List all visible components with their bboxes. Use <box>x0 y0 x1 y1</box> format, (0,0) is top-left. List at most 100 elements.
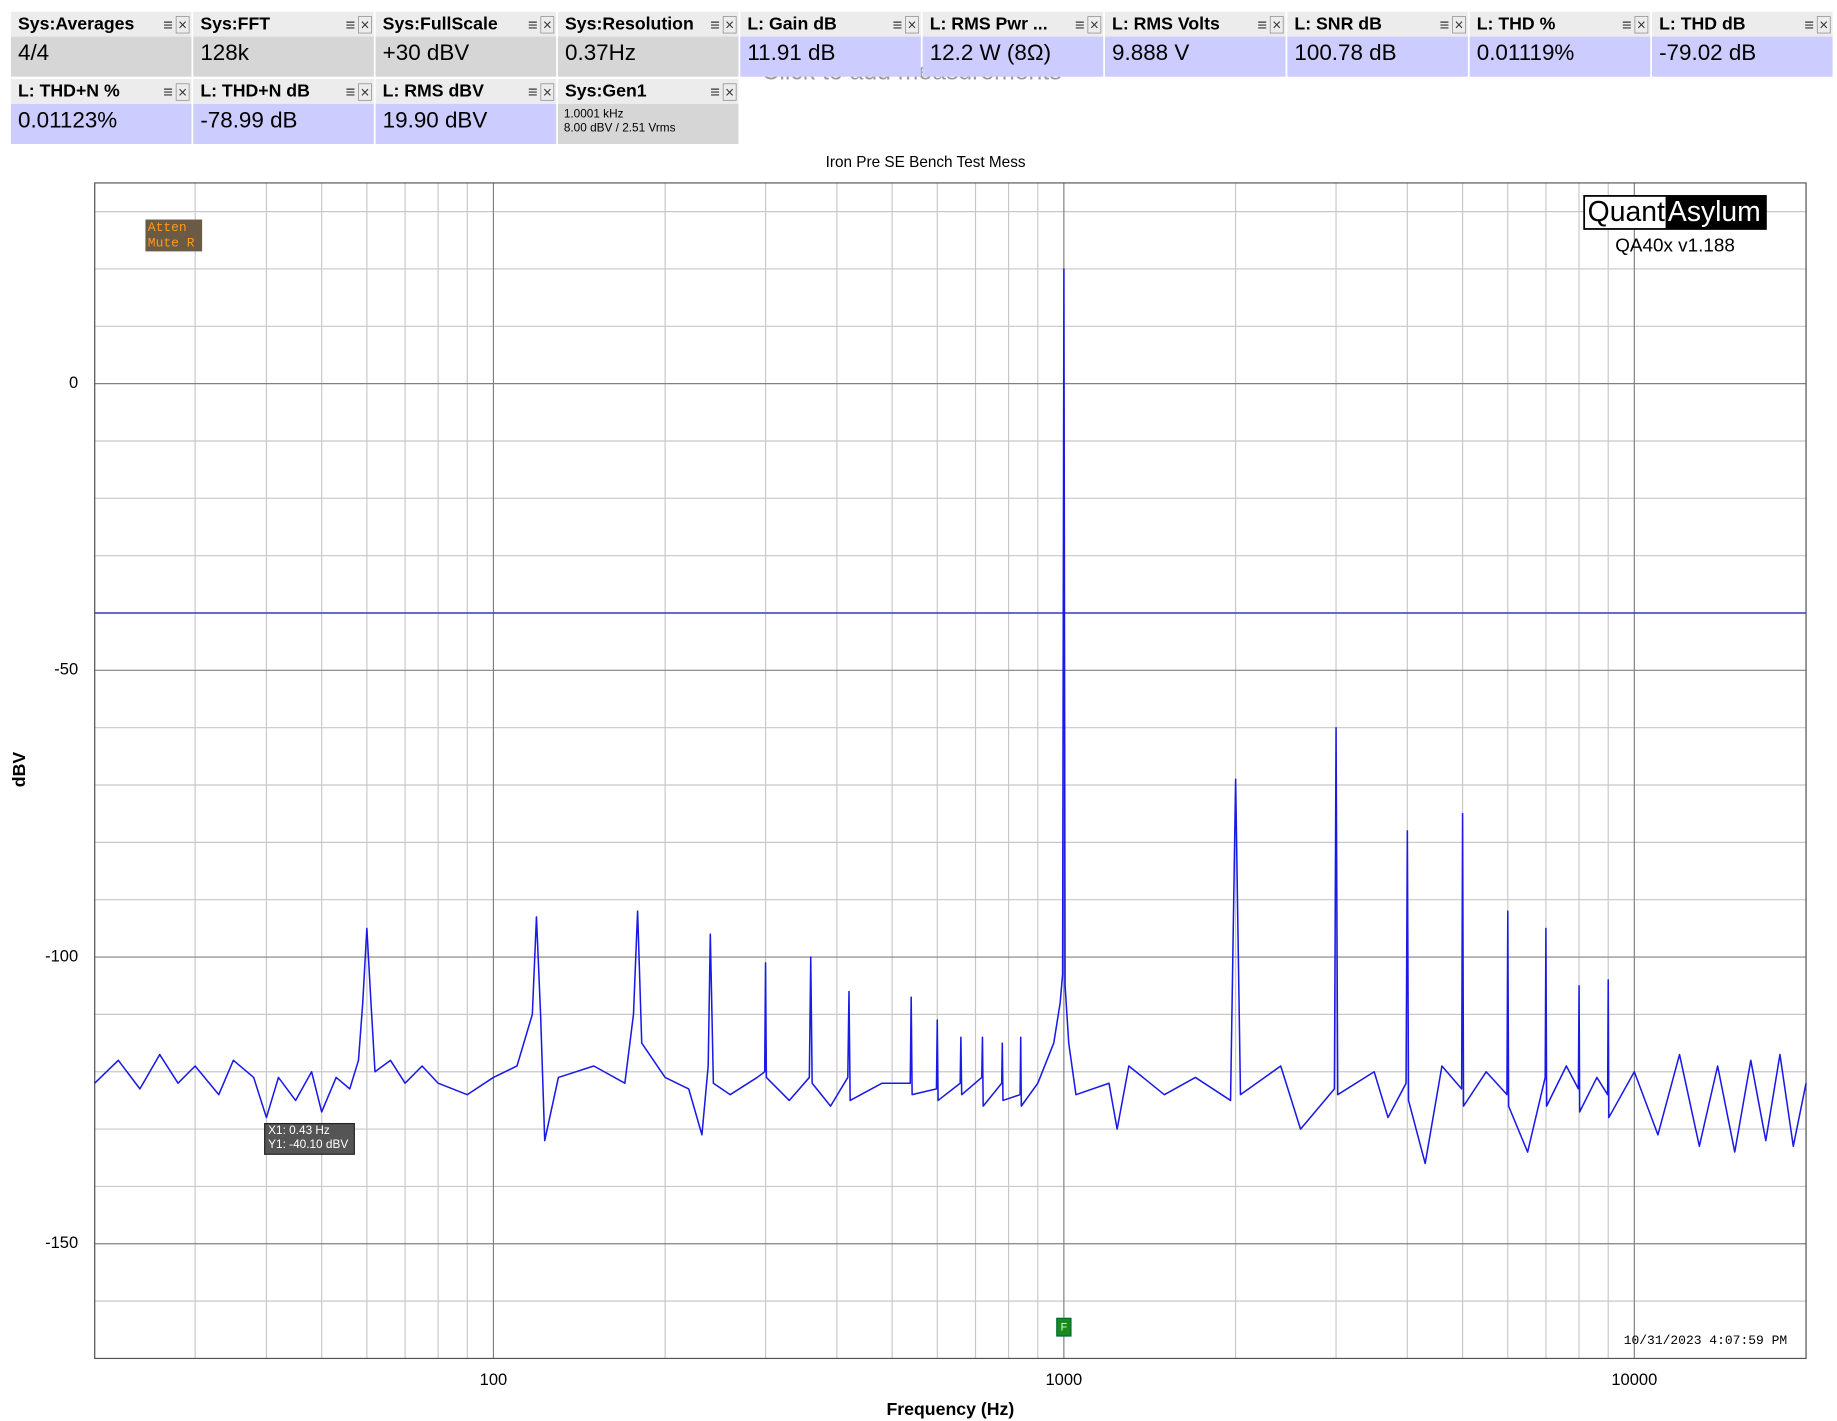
tile-header <box>740 11 921 37</box>
tile-title: Sys:Resolution <box>565 13 694 33</box>
tile-close[interactable] <box>722 83 737 101</box>
x-axis-label: Frequency (Hz) <box>886 1399 1014 1419</box>
chart: Iron Pre SE Bench Test Mess Frequency (H… <box>9 154 1807 1419</box>
tile-value: -78.99 dB <box>200 107 297 132</box>
measurement-tile[interactable]: L: Gain dB ≡ × 11.91 dB <box>740 11 921 77</box>
tile-value: 128k <box>200 40 249 65</box>
tile-header <box>1104 11 1286 37</box>
tile-close[interactable] <box>722 16 737 34</box>
tile-body <box>10 36 192 77</box>
tile-close-icon[interactable]: × <box>178 84 187 101</box>
tile-menu-icon[interactable]: ≡ <box>1804 15 1814 34</box>
tile-close[interactable] <box>1452 16 1466 34</box>
tile-close-icon[interactable]: × <box>725 17 734 34</box>
tile-close-icon[interactable]: × <box>908 17 917 34</box>
tile-title: L: THD dB <box>1659 13 1745 33</box>
x-tick-label: 10000 <box>1611 1370 1657 1389</box>
tile-close-icon[interactable]: × <box>360 84 369 101</box>
tile-close[interactable] <box>540 83 555 101</box>
tile-close[interactable] <box>540 16 555 34</box>
y-tick-label: -150 <box>45 1233 78 1252</box>
measurement-tile[interactable]: Sys:Resolution ≡ × 0.37Hz <box>557 11 739 77</box>
tile-close-icon[interactable]: × <box>1272 17 1281 34</box>
tile-body <box>1652 36 1833 77</box>
tile-title: L: Gain dB <box>747 13 836 33</box>
tile-value: 19.90 dBV <box>383 107 488 132</box>
tile-close[interactable] <box>1087 16 1102 34</box>
measurement-tile[interactable]: Sys:Averages ≡ × 4/4 <box>10 11 192 77</box>
chart-title: Iron Pre SE Bench Test Mess <box>826 154 1026 171</box>
tile-close[interactable] <box>175 16 190 34</box>
tile-close[interactable] <box>1634 16 1649 34</box>
tile-close-icon[interactable]: × <box>543 17 552 34</box>
cursor-box <box>264 1122 355 1155</box>
tile-close-icon[interactable]: × <box>360 17 369 34</box>
tile-close-icon[interactable]: × <box>725 84 734 101</box>
logo-left: Quant <box>1588 196 1665 228</box>
measurement-tile[interactable]: L: THD+N % ≡ × 0.01123% <box>10 79 192 144</box>
tile-menu-icon[interactable]: ≡ <box>345 83 355 102</box>
tile-menu-icon[interactable]: ≡ <box>1257 15 1267 34</box>
tile-close-icon[interactable]: × <box>1455 17 1464 34</box>
tile-close[interactable] <box>1816 16 1831 34</box>
measurement-tile[interactable]: L: RMS Pwr ... ≡ × 12.2 W (8Ω) <box>922 11 1104 77</box>
tile-menu-icon[interactable]: ≡ <box>163 15 173 34</box>
tile-title: L: SNR dB <box>1294 13 1381 33</box>
tile-menu-icon[interactable]: ≡ <box>163 83 173 102</box>
tile-menu-icon[interactable]: ≡ <box>345 15 355 34</box>
tile-value: +30 dBV <box>383 40 470 65</box>
frequency-marker[interactable] <box>1056 1317 1072 1337</box>
y-tick-label: 0 <box>69 373 78 392</box>
tile-body <box>557 36 739 77</box>
measurement-tile[interactable]: L: RMS dBV ≡ × 19.90 dBV <box>375 79 557 144</box>
tile-line: 8.00 dBV / 2.51 Vrms <box>564 121 676 135</box>
tile-close[interactable] <box>358 16 372 34</box>
tile-header <box>193 11 374 37</box>
tile-close[interactable] <box>905 16 919 34</box>
measurement-tile[interactable]: L: THD % ≡ × 0.01119% <box>1469 11 1651 77</box>
tile-menu-icon[interactable]: ≡ <box>710 15 720 34</box>
tile-header <box>557 11 739 37</box>
tile-header <box>922 11 1104 37</box>
tile-close-icon[interactable]: × <box>1819 17 1828 34</box>
tile-close-icon[interactable]: × <box>1090 17 1099 34</box>
tile-close[interactable] <box>175 83 190 101</box>
tile-close[interactable] <box>358 83 372 101</box>
tile-menu-icon[interactable]: ≡ <box>710 83 720 102</box>
tile-close-icon[interactable]: × <box>1637 17 1646 34</box>
tile-title: L: THD % <box>1477 13 1556 33</box>
logo-right: Asylum <box>1668 196 1761 228</box>
tile-value: 0.01119% <box>1477 40 1575 65</box>
cursor-readout: Y1: -40.10 dBV <box>268 1137 348 1151</box>
tile-close-icon[interactable]: × <box>543 84 552 101</box>
tile-body <box>193 36 374 77</box>
tile-close-icon[interactable]: × <box>178 17 187 34</box>
measurement-tile[interactable]: Sys:FullScale ≡ × +30 dBV <box>375 11 557 77</box>
tile-body <box>557 103 739 144</box>
tile-menu-icon[interactable]: ≡ <box>1440 15 1450 34</box>
tile-value: 9.888 V <box>1112 40 1189 65</box>
tile-body <box>740 36 921 77</box>
tile-menu-icon[interactable]: ≡ <box>528 15 538 34</box>
status-badge-text: Atten <box>148 220 187 235</box>
measurement-tile[interactable]: L: SNR dB ≡ × 100.78 dB <box>1287 11 1468 77</box>
tile-title: L: THD+N % <box>18 81 120 101</box>
x-tick-label: 100 <box>480 1370 508 1389</box>
tile-header <box>1287 11 1468 37</box>
tile-menu-icon[interactable]: ≡ <box>528 83 538 102</box>
tile-line: 1.0001 kHz <box>564 107 624 121</box>
logo-dark <box>1665 195 1766 229</box>
tile-title: Sys:FFT <box>200 13 270 33</box>
tile-menu-icon[interactable]: ≡ <box>1075 15 1085 34</box>
tile-menu-icon[interactable]: ≡ <box>893 15 903 34</box>
tile-close[interactable] <box>1269 16 1284 34</box>
measurement-tile[interactable]: L: RMS Volts ≡ × 9.888 V <box>1104 11 1286 77</box>
measurement-tile[interactable]: Sys:FFT ≡ × 128k <box>193 11 374 77</box>
measurement-tile[interactable]: L: THD dB ≡ × -79.02 dB <box>1652 11 1833 77</box>
tile-value: 0.01123% <box>18 107 117 132</box>
tile-menu-icon[interactable]: ≡ <box>1622 15 1632 34</box>
tile-title: L: RMS Volts <box>1112 13 1220 33</box>
measurement-tile[interactable]: L: THD+N dB ≡ × -78.99 dB <box>193 79 374 144</box>
